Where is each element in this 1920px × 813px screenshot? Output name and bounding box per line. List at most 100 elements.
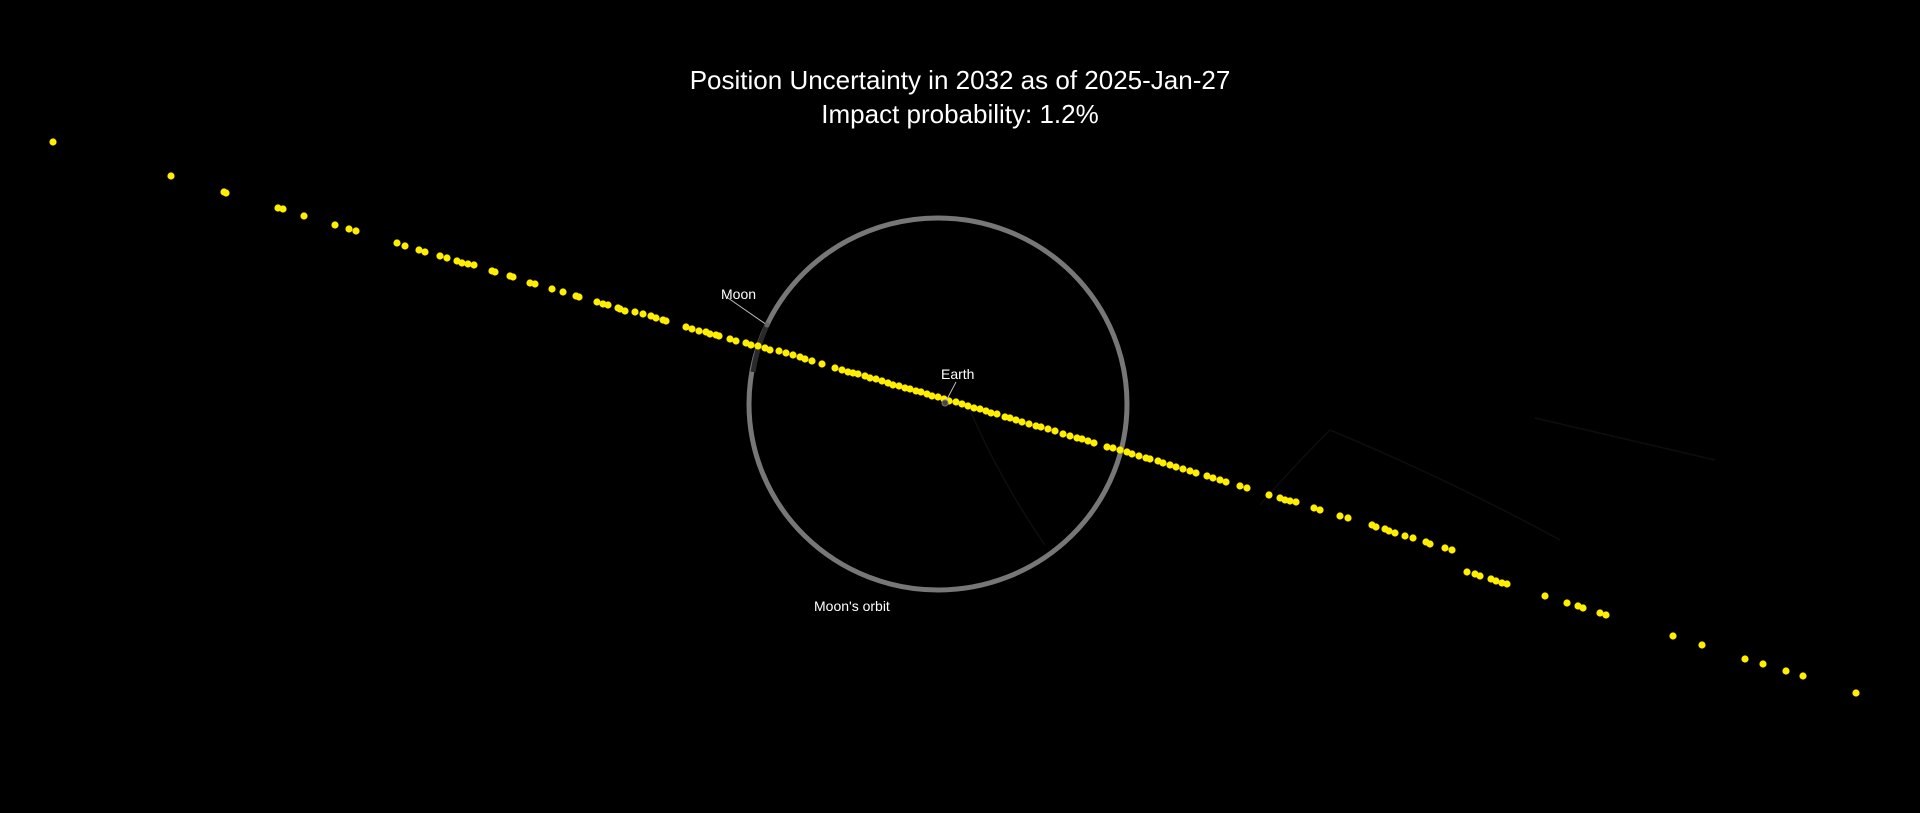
faint-shadow-lines: [969, 409, 1716, 546]
asteroid-position-dot: [470, 261, 478, 269]
asteroid-position-dot: [1192, 469, 1200, 477]
asteroid-position-dot: [49, 138, 57, 146]
asteroid-position-dot: [1448, 546, 1456, 554]
asteroid-position-dot: [652, 314, 660, 322]
asteroid-position-dot: [775, 347, 783, 355]
asteroid-position-dot: [1116, 446, 1124, 454]
asteroid-position-dot: [917, 388, 925, 396]
asteroid-position-dot: [1441, 544, 1449, 552]
asteroid-position-dot: [1316, 506, 1324, 514]
asteroid-position-dot: [1292, 498, 1300, 506]
asteroid-position-dot: [878, 377, 886, 385]
asteroid-position-dot: [895, 382, 903, 390]
asteroid-position-dot: [1103, 443, 1111, 451]
asteroid-position-dot: [970, 404, 978, 412]
moons-orbit-label: Moon's orbit: [814, 598, 890, 614]
asteroid-position-dot: [509, 273, 517, 281]
impact-probability-subtitle: Impact probability: 1.2%: [821, 99, 1099, 129]
asteroid-position-dot: [987, 409, 995, 417]
asteroid-position-dot: [854, 370, 862, 378]
asteroid-position-dot: [421, 248, 429, 256]
asteroid-position-dot: [1409, 534, 1417, 542]
asteroid-position-dot: [906, 385, 914, 393]
asteroid-position-dot: [300, 212, 308, 220]
asteroid-position-dot: [662, 317, 670, 325]
uncertainty-dots: [49, 138, 1860, 697]
asteroid-position-dot: [464, 260, 472, 268]
asteroid-position-dot: [1344, 514, 1352, 522]
asteroid-position-dot: [1059, 430, 1067, 438]
asteroid-position-dot: [621, 307, 629, 315]
asteroid-position-dot: [754, 342, 762, 350]
asteroid-position-dot: [401, 242, 409, 250]
moon-label: Moon: [721, 286, 757, 302]
asteroid-position-dot: [801, 355, 809, 363]
asteroid-position-dot: [872, 375, 880, 383]
asteroid-position-dot: [531, 280, 539, 288]
asteroid-position-dot: [1066, 432, 1074, 440]
asteroid-position-dot: [1037, 423, 1045, 431]
asteroid-position-dot: [345, 225, 353, 233]
asteroid-position-dot: [436, 252, 444, 260]
asteroid-position-dot: [1391, 529, 1399, 537]
asteroid-position-dot: [1243, 484, 1251, 492]
asteroid-position-dot: [1852, 689, 1860, 697]
asteroid-position-dot: [167, 172, 175, 180]
asteroid-position-dot: [1476, 572, 1484, 580]
asteroid-position-dot: [747, 341, 755, 349]
asteroid-position-dot: [688, 325, 696, 333]
asteroid-position-dot: [458, 259, 466, 267]
asteroid-position-dot: [1596, 609, 1604, 617]
asteroid-position-dot: [1084, 437, 1092, 445]
asteroid-position-dot: [593, 298, 601, 306]
asteroid-position-dot: [393, 239, 401, 247]
asteroid-position-dot: [976, 405, 984, 413]
asteroid-position-dot: [443, 254, 451, 262]
moon-leader-line: [727, 297, 768, 326]
asteroid-position-dot: [1503, 580, 1511, 588]
asteroid-position-dot: [706, 330, 714, 338]
asteroid-position-dot: [1128, 450, 1136, 458]
asteroid-position-dot: [415, 246, 423, 254]
asteroid-position-dot: [1401, 532, 1409, 540]
asteroid-position-dot: [1799, 672, 1807, 680]
asteroid-position-dot: [695, 327, 703, 335]
asteroid-position-dot: [1579, 604, 1587, 612]
asteroid-position-dot: [1166, 461, 1174, 469]
asteroid-position-dot: [818, 360, 826, 368]
asteroid-position-dot: [1782, 667, 1790, 675]
asteroid-position-dot: [1146, 455, 1154, 463]
asteroid-position-dot: [1602, 611, 1610, 619]
asteroid-position-dot: [1541, 592, 1549, 600]
asteroid-position-dot: [1463, 568, 1471, 576]
asteroid-position-dot: [766, 346, 774, 354]
asteroid-position-dot: [715, 332, 723, 340]
asteroid-position-dot: [1025, 420, 1033, 428]
asteroid-position-dot: [1222, 478, 1230, 486]
asteroid-position-dot: [1109, 444, 1117, 452]
asteroid-position-dot: [1203, 472, 1211, 480]
asteroid-position-dot: [789, 351, 797, 359]
asteroid-position-dot: [491, 268, 499, 276]
asteroid-position-dot: [1078, 435, 1086, 443]
asteroid-position-dot: [1186, 467, 1194, 475]
asteroid-position-dot: [279, 205, 287, 213]
earth-label: Earth: [941, 366, 975, 382]
asteroid-position-dot: [604, 301, 612, 309]
asteroid-position-dot: [631, 308, 639, 316]
asteroid-position-dot: [831, 364, 839, 372]
asteroid-position-dot: [352, 227, 360, 235]
asteroid-position-dot: [1336, 512, 1344, 520]
asteroid-position-dot: [1159, 459, 1167, 467]
asteroid-position-dot: [1236, 482, 1244, 490]
asteroid-position-dot: [1135, 452, 1143, 460]
asteroid-position-dot: [934, 393, 942, 401]
asteroid-position-dot: [1372, 523, 1380, 531]
asteroid-position-dot: [1741, 655, 1749, 663]
asteroid-position-dot: [1051, 427, 1059, 435]
asteroid-position-dot: [732, 337, 740, 345]
asteroid-position-dot: [958, 400, 966, 408]
asteroid-position-dot: [222, 189, 230, 197]
asteroid-position-dot: [1012, 416, 1020, 424]
asteroid-position-dot: [726, 335, 734, 343]
